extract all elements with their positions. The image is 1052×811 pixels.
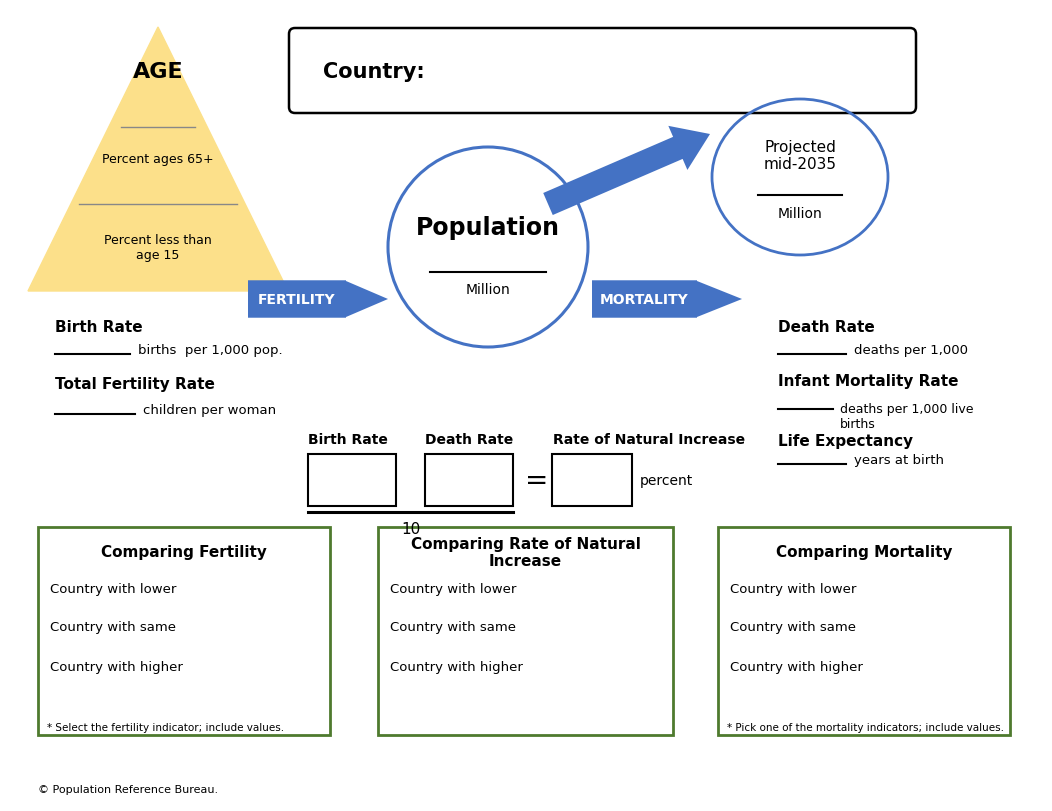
- Text: * Pick one of the mortality indicators; include values.: * Pick one of the mortality indicators; …: [727, 722, 1004, 732]
- Text: Country with same: Country with same: [390, 620, 515, 633]
- FancyBboxPatch shape: [289, 29, 916, 114]
- Text: Million: Million: [466, 283, 510, 297]
- Text: MORTALITY: MORTALITY: [600, 293, 689, 307]
- Text: Comparing Mortality: Comparing Mortality: [775, 545, 952, 560]
- Text: =: =: [525, 466, 549, 495]
- Text: Life Expectancy: Life Expectancy: [778, 434, 913, 449]
- Text: Death Rate: Death Rate: [425, 432, 513, 446]
- Polygon shape: [248, 281, 388, 319]
- Text: births  per 1,000 pop.: births per 1,000 pop.: [138, 344, 283, 357]
- Text: Country:: Country:: [323, 62, 425, 81]
- Text: * Select the fertility indicator; include values.: * Select the fertility indicator; includ…: [47, 722, 284, 732]
- Text: deaths per 1,000: deaths per 1,000: [854, 344, 968, 357]
- Bar: [552, 454, 632, 506]
- Bar: [425, 454, 513, 506]
- Text: Country with higher: Country with higher: [390, 661, 523, 674]
- Text: Birth Rate: Birth Rate: [55, 320, 143, 335]
- Text: Infant Mortality Rate: Infant Mortality Rate: [778, 374, 958, 389]
- Polygon shape: [28, 28, 288, 292]
- Bar: [719, 527, 1010, 735]
- Text: children per woman: children per woman: [143, 404, 276, 417]
- Text: Death Rate: Death Rate: [778, 320, 875, 335]
- Text: Percent less than
age 15: Percent less than age 15: [104, 234, 211, 262]
- Text: Birth Rate: Birth Rate: [308, 432, 388, 446]
- Polygon shape: [543, 127, 710, 216]
- Bar: [308, 454, 396, 506]
- Text: years at birth: years at birth: [854, 454, 944, 467]
- Text: Comparing Fertility: Comparing Fertility: [101, 545, 267, 560]
- Text: Projected
mid-2035: Projected mid-2035: [764, 139, 836, 172]
- Text: Percent ages 65+: Percent ages 65+: [102, 153, 214, 166]
- Text: Country with lower: Country with lower: [390, 583, 517, 596]
- Polygon shape: [592, 281, 742, 319]
- Text: Country with same: Country with same: [50, 620, 176, 633]
- Text: FERTILITY: FERTILITY: [258, 293, 336, 307]
- Text: Rate of Natural Increase: Rate of Natural Increase: [553, 432, 745, 446]
- Text: AGE: AGE: [133, 62, 183, 82]
- Text: percent: percent: [640, 474, 693, 487]
- Text: © Population Reference Bureau.: © Population Reference Bureau.: [38, 784, 218, 794]
- Text: Million: Million: [777, 207, 823, 221]
- Text: Population: Population: [416, 216, 560, 240]
- Text: Country with same: Country with same: [730, 620, 856, 633]
- Text: Country with lower: Country with lower: [730, 583, 856, 596]
- Text: Country with higher: Country with higher: [730, 661, 863, 674]
- Text: Comparing Rate of Natural
Increase: Comparing Rate of Natural Increase: [410, 536, 641, 569]
- Text: Total Fertility Rate: Total Fertility Rate: [55, 377, 215, 392]
- Text: Country with higher: Country with higher: [50, 661, 183, 674]
- Bar: [38, 527, 330, 735]
- Text: deaths per 1,000 live
births: deaths per 1,000 live births: [839, 402, 973, 431]
- Text: Country with lower: Country with lower: [50, 583, 177, 596]
- Bar: [378, 527, 673, 735]
- Text: 10: 10: [401, 521, 420, 536]
